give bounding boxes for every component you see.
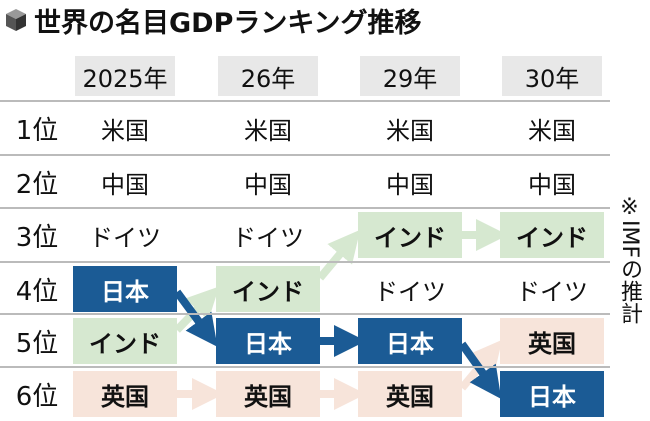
cell: ドイツ (232, 223, 304, 252)
rank-label: 5位 (15, 328, 59, 359)
cell: インド (358, 212, 462, 258)
row-separator (0, 313, 610, 315)
cell: インド (500, 212, 604, 258)
column-header: 29年 (360, 56, 460, 96)
note: ※IMFの推計 (617, 195, 642, 325)
cell: 米国 (101, 116, 149, 145)
cell: 日本 (500, 371, 604, 417)
cell: 英国 (216, 371, 320, 417)
cell: 日本 (216, 318, 320, 364)
column-header: 26年 (218, 56, 318, 96)
column-header: 2025年 (75, 56, 175, 96)
cell: 日本 (358, 318, 462, 364)
column-header: 30年 (502, 56, 602, 96)
cell: ドイツ (89, 223, 161, 252)
row-separator (0, 261, 610, 263)
row-separator (0, 154, 610, 156)
cell: 英国 (500, 318, 604, 364)
cell: 中国 (244, 170, 292, 199)
cell: 英国 (358, 371, 462, 417)
cell: 日本 (73, 266, 177, 312)
cell: 英国 (73, 371, 177, 417)
cell: インド (216, 266, 320, 312)
cell: 米国 (244, 116, 292, 145)
rank-label: 1位 (15, 115, 59, 146)
cell: 中国 (386, 170, 434, 199)
cell: 米国 (386, 116, 434, 145)
row-separator (0, 207, 610, 209)
rank-label: 3位 (15, 222, 59, 253)
cell: 米国 (528, 116, 576, 145)
row-separator (0, 366, 610, 368)
rank-label: 2位 (15, 169, 59, 200)
row-separator (0, 100, 610, 102)
cube-icon (6, 9, 26, 31)
cell: 中国 (101, 170, 149, 199)
rank-label: 4位 (15, 276, 59, 307)
rank-label: 6位 (15, 381, 59, 412)
cell: インド (73, 318, 177, 364)
cell: ドイツ (374, 277, 446, 306)
title: 世界の名目GDPランキング推移 (34, 7, 422, 39)
cell: ドイツ (516, 277, 588, 306)
cell: 中国 (528, 170, 576, 199)
